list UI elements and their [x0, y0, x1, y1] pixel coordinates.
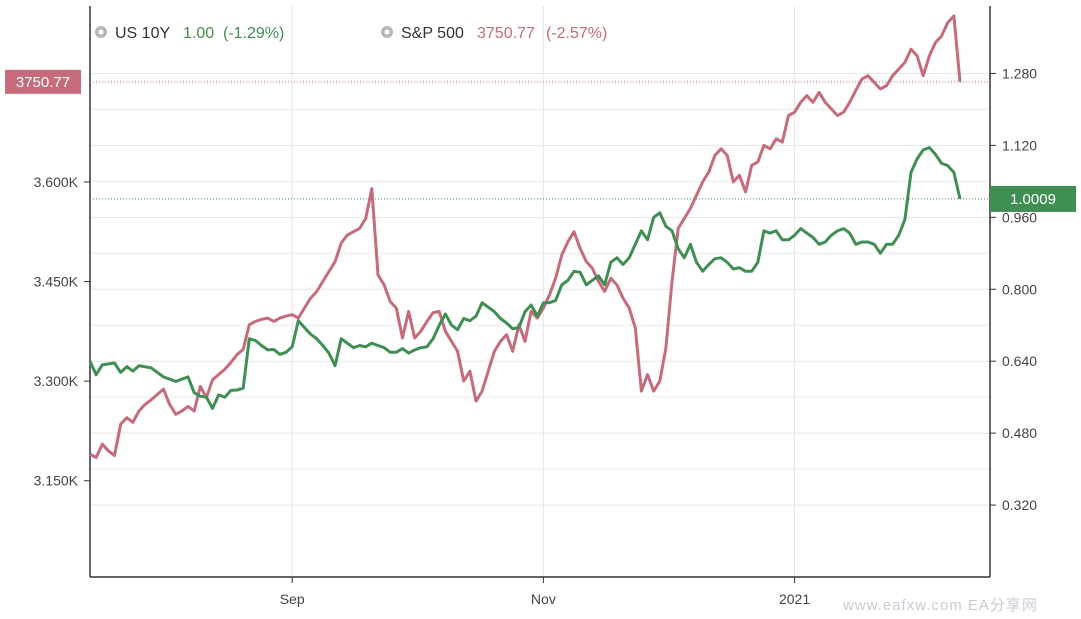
us10y-price-tag-text: 1.0009: [1010, 191, 1056, 208]
right-axis: 0.320 0.480 0.640 0.800 0.960 1.120 1.280: [989, 6, 1037, 577]
right-tick-label: 0.960: [1002, 209, 1037, 225]
series-layer: [88, 14, 962, 459]
legend-spx-change: (-2.57%): [546, 25, 607, 42]
right-tick-label: 1.120: [1002, 137, 1037, 153]
left-tick-label: 3.300K: [34, 373, 79, 389]
right-tick-label: 1.280: [1002, 65, 1037, 81]
spx-price-tag-text: 3750.77: [16, 74, 70, 91]
legend-us10y[interactable]: US 10Y 1.00 (-1.29%): [95, 25, 284, 42]
legend-us10y-change: (-1.29%): [223, 25, 284, 42]
right-tick-label: 0.640: [1002, 353, 1037, 369]
x-tick-label: Sep: [280, 591, 305, 607]
legend-us10y-name: US 10Y: [115, 25, 170, 42]
series-line-us10y: [88, 146, 962, 410]
x-tick-label: 2021: [779, 591, 810, 607]
grid: [90, 6, 990, 577]
gear-icon[interactable]: [95, 26, 107, 38]
x-axis: Sep Nov 2021: [90, 576, 990, 607]
price-tags: 3750.77 1.0009: [5, 69, 1076, 212]
right-tick-label: 0.480: [1002, 425, 1037, 441]
right-tick-label: 0.800: [1002, 281, 1037, 297]
left-tick-label: 3.450K: [34, 274, 79, 290]
right-tick-label: 0.320: [1002, 497, 1037, 513]
series-line-spx: [89, 14, 962, 459]
left-tick-label: 3.600K: [34, 174, 79, 190]
x-tick-label: Nov: [531, 591, 556, 607]
spx-price-tag: [5, 69, 81, 94]
legend-spx-value: 3750.77: [477, 25, 535, 42]
left-axis: 3.150K 3.300K 3.450K 3.600K: [34, 6, 91, 577]
legend-spx[interactable]: S&P 500 3750.77 (-2.57%): [381, 25, 607, 42]
legend-spx-name: S&P 500: [401, 25, 464, 42]
legend-us10y-value: 1.00: [183, 25, 214, 42]
watermark: www.eafxw.com EA分享网: [842, 597, 1038, 614]
left-tick-label: 3.150K: [34, 473, 79, 489]
us10y-price-tag: [990, 185, 1076, 212]
gear-icon[interactable]: [381, 26, 393, 38]
